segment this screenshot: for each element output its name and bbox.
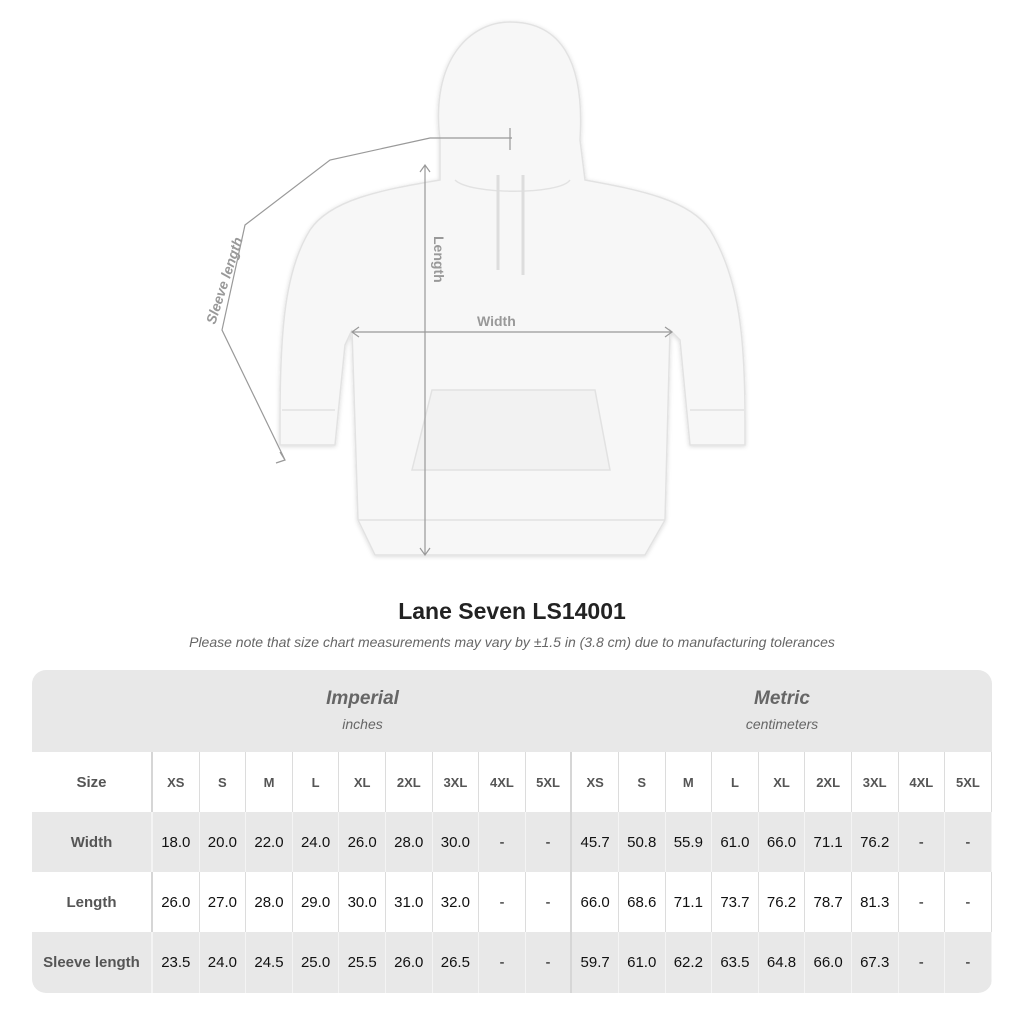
metric-value-cell: 67.3: [852, 932, 899, 993]
metric-value-cell: 81.3: [852, 872, 899, 932]
imperial-value-cell: 30.0: [339, 872, 386, 932]
metric-value-cell: 76.2: [852, 812, 899, 872]
metric-size-2XL: 2XL: [805, 752, 852, 812]
imperial-value-cell: 25.0: [293, 932, 340, 993]
imperial-value-cell: 24.0: [293, 812, 340, 872]
imperial-value-cell: -: [479, 872, 526, 932]
imperial-size-2XL: 2XL: [386, 752, 433, 812]
metric-value-cell: 55.9: [666, 812, 713, 872]
metric-value-cell: 66.0: [759, 812, 806, 872]
metric-size-5XL: 5XL: [945, 752, 992, 812]
imperial-value-cell: 26.0: [153, 872, 200, 932]
metric-value-cell: 63.5: [712, 932, 759, 993]
imperial-value-cell: 22.0: [246, 812, 293, 872]
imperial-title: Imperial: [326, 688, 399, 709]
sleeve-length-label: Sleeve length: [203, 235, 246, 326]
imperial-size-M: M: [246, 752, 293, 812]
imperial-value-cell: -: [479, 812, 526, 872]
hoodie-diagram: Sleeve length Length Width: [203, 21, 746, 557]
metric-value-cell: -: [945, 932, 992, 993]
imperial-value-cell: 20.0: [200, 812, 247, 872]
imperial-value-cell: -: [526, 812, 573, 872]
imperial-size-XS: XS: [153, 752, 200, 812]
table-group-header: Imperial inches Metric centimeters: [32, 670, 992, 752]
metric-value-cell: 73.7: [712, 872, 759, 932]
imperial-value-cell: 18.0: [153, 812, 200, 872]
row-label: Sleeve length: [32, 932, 153, 993]
metric-size-L: L: [712, 752, 759, 812]
row-label: Size: [32, 752, 153, 812]
table-row: Length 26.0 27.0 28.0 29.0 30.0 31.0 32.0- -66.0…: [32, 872, 992, 932]
table-row: Width 18.0 20.0 22.0 24.0 26.0 28.0 30.0- -45.7 5…: [32, 812, 992, 872]
metric-value-cell: 59.7: [572, 932, 619, 993]
metric-size-3XL: 3XL: [852, 752, 899, 812]
metric-size-M: M: [666, 752, 713, 812]
metric-value-cell: 61.0: [619, 932, 666, 993]
imperial-value-cell: 27.0: [200, 872, 247, 932]
metric-size-XS: XS: [572, 752, 619, 812]
imperial-value-cell: 29.0: [293, 872, 340, 932]
imperial-value-cell: 32.0: [433, 872, 480, 932]
imperial-value-cell: 28.0: [386, 812, 433, 872]
page-title: Lane Seven LS14001: [398, 598, 626, 624]
metric-value-cell: -: [899, 812, 946, 872]
metric-value-cell: 50.8: [619, 812, 666, 872]
imperial-value-cell: -: [479, 932, 526, 993]
row-label: Length: [32, 872, 153, 932]
imperial-value-cell: 26.5: [433, 932, 480, 993]
measurement-lines: [221, 128, 674, 557]
metric-value-cell: -: [945, 812, 992, 872]
imperial-value-cell: 31.0: [386, 872, 433, 932]
metric-value-cell: 45.7: [572, 812, 619, 872]
length-label: Length: [431, 236, 447, 283]
imperial-size-L: L: [293, 752, 340, 812]
metric-value-cell: -: [899, 932, 946, 993]
metric-value-cell: 71.1: [805, 812, 852, 872]
row-label: Width: [32, 812, 153, 872]
metric-value-cell: 68.6: [619, 872, 666, 932]
imperial-size-S: S: [200, 752, 247, 812]
imperial-value-cell: 30.0: [433, 812, 480, 872]
metric-value-cell: 61.0: [712, 812, 759, 872]
metric-size-XL: XL: [759, 752, 806, 812]
metric-value-cell: -: [899, 872, 946, 932]
imperial-value-cell: 28.0: [246, 872, 293, 932]
metric-value-cell: 64.8: [759, 932, 806, 993]
size-chart-table: Imperial inches Metric centimeters Size X…: [32, 670, 992, 993]
metric-title: Metric: [754, 688, 810, 709]
tolerance-note: Please note that size chart measurements…: [189, 634, 835, 650]
metric-size-4XL: 4XL: [899, 752, 946, 812]
metric-size-S: S: [619, 752, 666, 812]
imperial-header: Imperial inches: [153, 670, 572, 752]
metric-value-cell: 71.1: [666, 872, 713, 932]
imperial-size-4XL: 4XL: [479, 752, 526, 812]
metric-value-cell: -: [945, 872, 992, 932]
imperial-unit: inches: [342, 716, 383, 732]
metric-value-cell: 66.0: [572, 872, 619, 932]
imperial-value-cell: 26.0: [339, 812, 386, 872]
imperial-value-cell: 25.5: [339, 932, 386, 993]
imperial-size-5XL: 5XL: [526, 752, 573, 812]
metric-value-cell: 76.2: [759, 872, 806, 932]
imperial-value-cell: 26.0: [386, 932, 433, 993]
metric-unit: centimeters: [745, 716, 819, 732]
hoodie-illustration: [279, 21, 746, 556]
table-row: Sleeve length 23.5 24.0 24.5 25.0 25.5 26.0 26.…: [32, 932, 992, 993]
imperial-value-cell: -: [526, 872, 573, 932]
metric-value-cell: 78.7: [805, 872, 852, 932]
metric-value-cell: 62.2: [666, 932, 713, 993]
imperial-size-3XL: 3XL: [433, 752, 480, 812]
imperial-size-XL: XL: [339, 752, 386, 812]
imperial-value-cell: 24.0: [200, 932, 247, 993]
size-header-row: Size XS S M L XL 2XL 3XL 4XL 5XL XS S M L XL 2XL 3XL 4XL 5…: [32, 752, 992, 812]
imperial-value-cell: 23.5: [153, 932, 200, 993]
imperial-value-cell: -: [526, 932, 573, 993]
metric-header: Metric centimeters: [572, 670, 992, 752]
imperial-value-cell: 24.5: [246, 932, 293, 993]
metric-value-cell: 66.0: [805, 932, 852, 993]
width-label: Width: [477, 313, 516, 329]
